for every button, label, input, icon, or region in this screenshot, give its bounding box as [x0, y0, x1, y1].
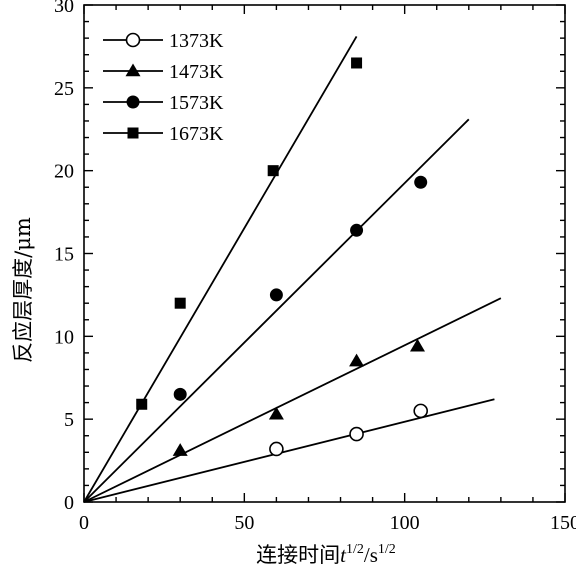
x-tick-label: 50 [234, 512, 254, 534]
data-point-series-1 [409, 338, 425, 352]
legend-marker [125, 63, 141, 77]
data-point-series-3 [174, 297, 186, 309]
x-axis-title-t: t [340, 543, 347, 567]
data-point-series-1 [349, 353, 365, 367]
x-tick-label: 150 [550, 512, 576, 534]
legend-label: 1673K [169, 123, 224, 145]
y-tick-label: 15 [54, 244, 74, 266]
data-point-series-0 [349, 426, 364, 442]
y-tick-label: 5 [64, 409, 74, 431]
x-axis-title: 连接时间t1/2/s1/2 [256, 542, 396, 567]
x-tick-label: 100 [390, 512, 420, 534]
data-point-series-3 [136, 398, 148, 410]
plot-frame [83, 4, 566, 503]
y-axis-title: 反应层厚度/μm [11, 217, 35, 363]
y-tick-label: 25 [54, 78, 74, 100]
x-axis-title-prefix: 连接时间 [256, 543, 340, 567]
data-point-series-1 [172, 443, 188, 456]
legend: 1373K 1473K 1573K 1673K [103, 30, 224, 145]
y-tick-label: 30 [54, 0, 74, 17]
data-point-series-0 [269, 441, 284, 457]
legend-marker [126, 95, 140, 109]
data-point-series-3 [267, 165, 279, 177]
data-point-series-2 [173, 387, 187, 401]
data-point-series-2 [414, 175, 428, 189]
fit-line-series-1 [83, 297, 502, 503]
legend-label: 1573K [169, 92, 224, 114]
data-point-series-2 [269, 288, 283, 302]
legend-label: 1373K [169, 30, 224, 52]
y-tick-label: 0 [64, 492, 74, 514]
data-point-series-3 [351, 57, 363, 69]
data-point-series-1 [268, 406, 284, 420]
x-tick-label: 0 [79, 512, 89, 534]
markers-group [136, 57, 429, 457]
legend-marker [125, 32, 141, 48]
ticks-group: 0 50 100 150 0 5 10 15 20 25 30 [54, 0, 576, 534]
data-point-series-2 [350, 223, 364, 237]
fit-lines-group [83, 36, 502, 503]
x-axis-title-t-exp: 1/2 [346, 542, 364, 557]
x-axis-title-s-exp: 1/2 [378, 542, 396, 557]
fit-line-series-2 [83, 118, 470, 503]
data-point-series-0 [413, 403, 429, 419]
legend-marker [127, 127, 139, 139]
fit-line-series-0 [83, 398, 495, 503]
plot-frame-group [83, 4, 566, 503]
y-tick-label: 20 [54, 161, 74, 183]
y-tick-label: 10 [54, 326, 74, 348]
legend-label: 1473K [169, 61, 224, 83]
fit-line-series-3 [83, 36, 358, 503]
x-axis-title-unit: /s [364, 543, 378, 567]
